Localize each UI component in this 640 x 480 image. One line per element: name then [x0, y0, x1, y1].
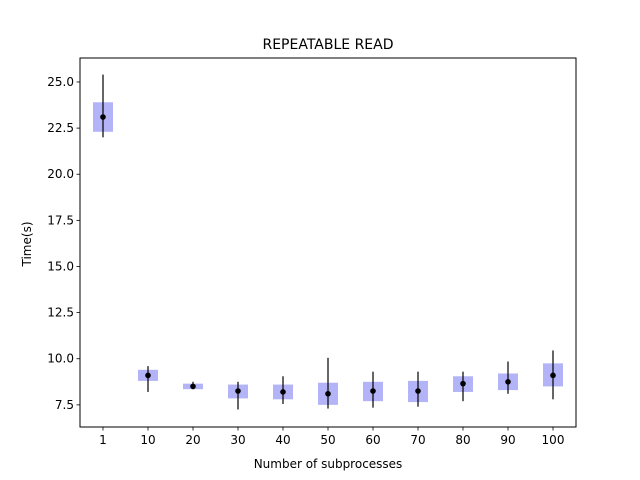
y-tick-label: 7.5 [55, 398, 74, 412]
median-point-50 [325, 390, 331, 397]
median-point-80 [460, 380, 466, 387]
median-point-30 [235, 388, 241, 394]
y-tick-label: 20.0 [47, 167, 74, 181]
x-tick-label: 20 [185, 433, 200, 447]
x-tick-label: 70 [410, 433, 425, 447]
x-tick-label: 60 [365, 433, 380, 447]
median-point-10 [145, 372, 151, 379]
median-point-70 [415, 388, 421, 394]
y-tick-label: 22.5 [47, 121, 74, 135]
y-axis: 7.5 10.0 12.5 15.0 17.5 20.0 22.5 25.0 [47, 75, 80, 412]
median-point-40 [280, 389, 286, 395]
y-tick-label: 25.0 [47, 75, 74, 89]
median-point-20 [190, 383, 196, 390]
median-point-100 [550, 372, 556, 379]
median-point-60 [370, 388, 376, 394]
chart-title: REPEATABLE READ [262, 37, 393, 53]
x-axis: 1 10 20 30 40 50 60 70 80 90 100 [99, 427, 564, 447]
x-tick-label: 30 [230, 433, 245, 447]
x-tick-label: 100 [542, 433, 565, 447]
median-point-90 [505, 378, 511, 385]
y-tick-label: 15.0 [47, 259, 74, 273]
y-tick-label: 10.0 [47, 352, 74, 366]
x-tick-label: 90 [500, 433, 515, 447]
y-tick-label: 12.5 [47, 306, 74, 320]
y-axis-label: Time(s) [20, 222, 34, 268]
plot-marks [93, 74, 563, 410]
x-tick-label: 50 [320, 433, 335, 447]
median-point-1 [100, 114, 106, 120]
x-tick-label: 80 [455, 433, 470, 447]
y-tick-label: 17.5 [47, 213, 74, 227]
x-axis-label: Number of subprocesses [254, 457, 403, 471]
x-tick-label: 1 [99, 433, 107, 447]
x-tick-label: 40 [275, 433, 290, 447]
x-tick-label: 10 [140, 433, 155, 447]
